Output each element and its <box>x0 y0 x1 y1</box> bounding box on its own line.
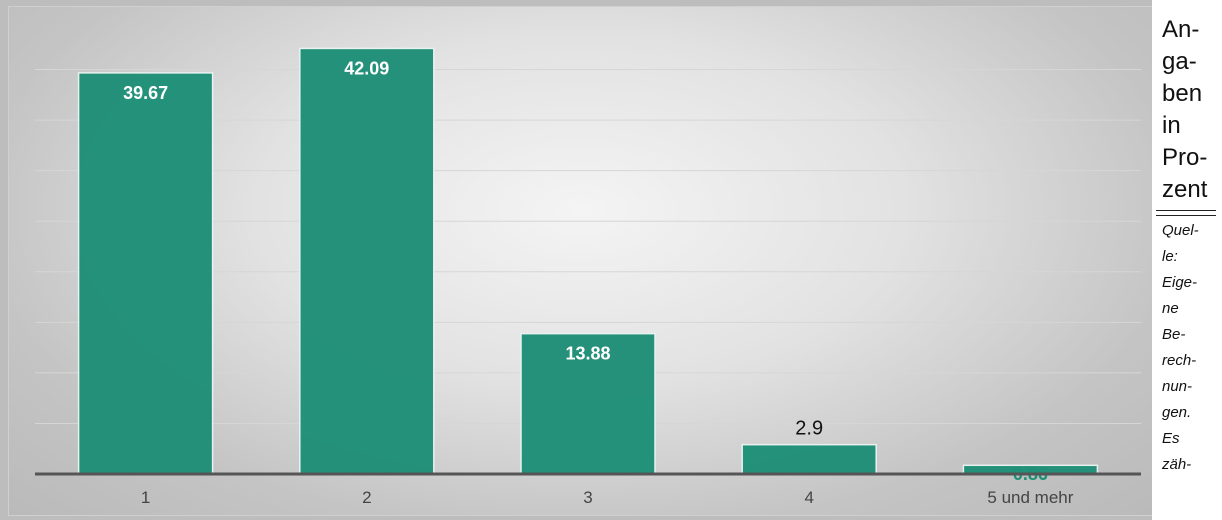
unit-label: An- ga- ben in Pro- zent <box>1162 16 1208 203</box>
bar-3 <box>520 332 656 475</box>
bar-1 <box>77 72 214 475</box>
side-note: An- ga- ben in Pro- zent Quel- le: Eige-… <box>1152 0 1222 520</box>
bar-value-label: 13.88 <box>565 344 610 364</box>
x-tick-label: 2 <box>362 488 371 507</box>
source-note: Quel- le: Eige- ne Be- rech- nun- gen. E… <box>1162 222 1199 473</box>
bar-value-label: 2.9 <box>795 418 823 440</box>
chart-panel: 39.67 1 42.09 2 13.88 3 2.9 4 0.86 5 und mehr <box>8 6 1154 516</box>
bar-2 <box>299 47 435 475</box>
bar-4 <box>741 443 877 475</box>
divider <box>1156 210 1216 216</box>
x-tick-label: 3 <box>583 488 592 507</box>
bar-value-label: 39.67 <box>123 83 168 103</box>
x-tick-label: 4 <box>804 488 813 507</box>
x-tick-label: 5 und mehr <box>987 488 1073 507</box>
bar-value-label: 42.09 <box>344 58 389 78</box>
x-tick-label: 1 <box>141 488 150 507</box>
